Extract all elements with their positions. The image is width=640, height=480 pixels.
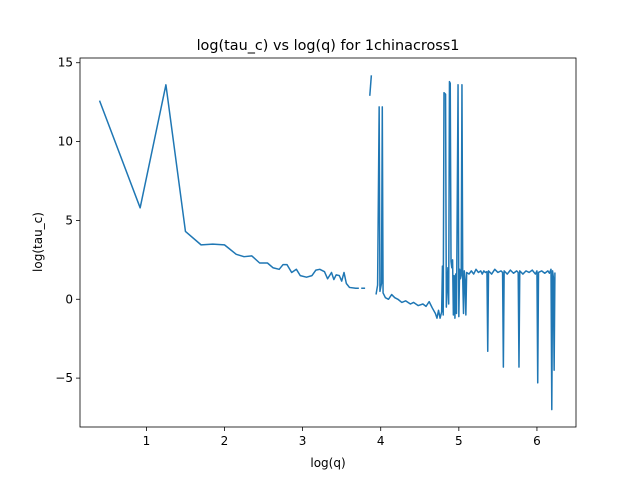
x-tick-label: 6 xyxy=(533,434,541,448)
x-axis-ticks: 1 2 3 4 5 6 xyxy=(143,427,541,448)
series-line-segment xyxy=(369,75,373,96)
x-tick-label: 3 xyxy=(299,434,307,448)
x-axis-label: log(q) xyxy=(310,456,345,470)
x-tick-label: 2 xyxy=(221,434,229,448)
plot-area xyxy=(98,75,556,411)
y-tick-label: 15 xyxy=(58,56,73,70)
series-line-segment xyxy=(98,84,359,289)
y-tick-label: 10 xyxy=(58,135,73,149)
x-tick-label: 5 xyxy=(455,434,463,448)
x-tick-label: 4 xyxy=(377,434,385,448)
chart-title: log(tau_c) vs log(q) for 1chinacross1 xyxy=(197,38,460,54)
y-axis-ticks: −5 0 5 10 15 xyxy=(55,56,80,385)
series-line-segment xyxy=(375,80,556,411)
y-tick-label: −5 xyxy=(55,371,73,385)
y-tick-label: 5 xyxy=(65,213,73,227)
x-tick-label: 1 xyxy=(143,434,151,448)
y-tick-label: 0 xyxy=(65,292,73,306)
y-axis-label: log(tau_c) xyxy=(31,212,45,272)
axes-frame xyxy=(79,57,577,428)
